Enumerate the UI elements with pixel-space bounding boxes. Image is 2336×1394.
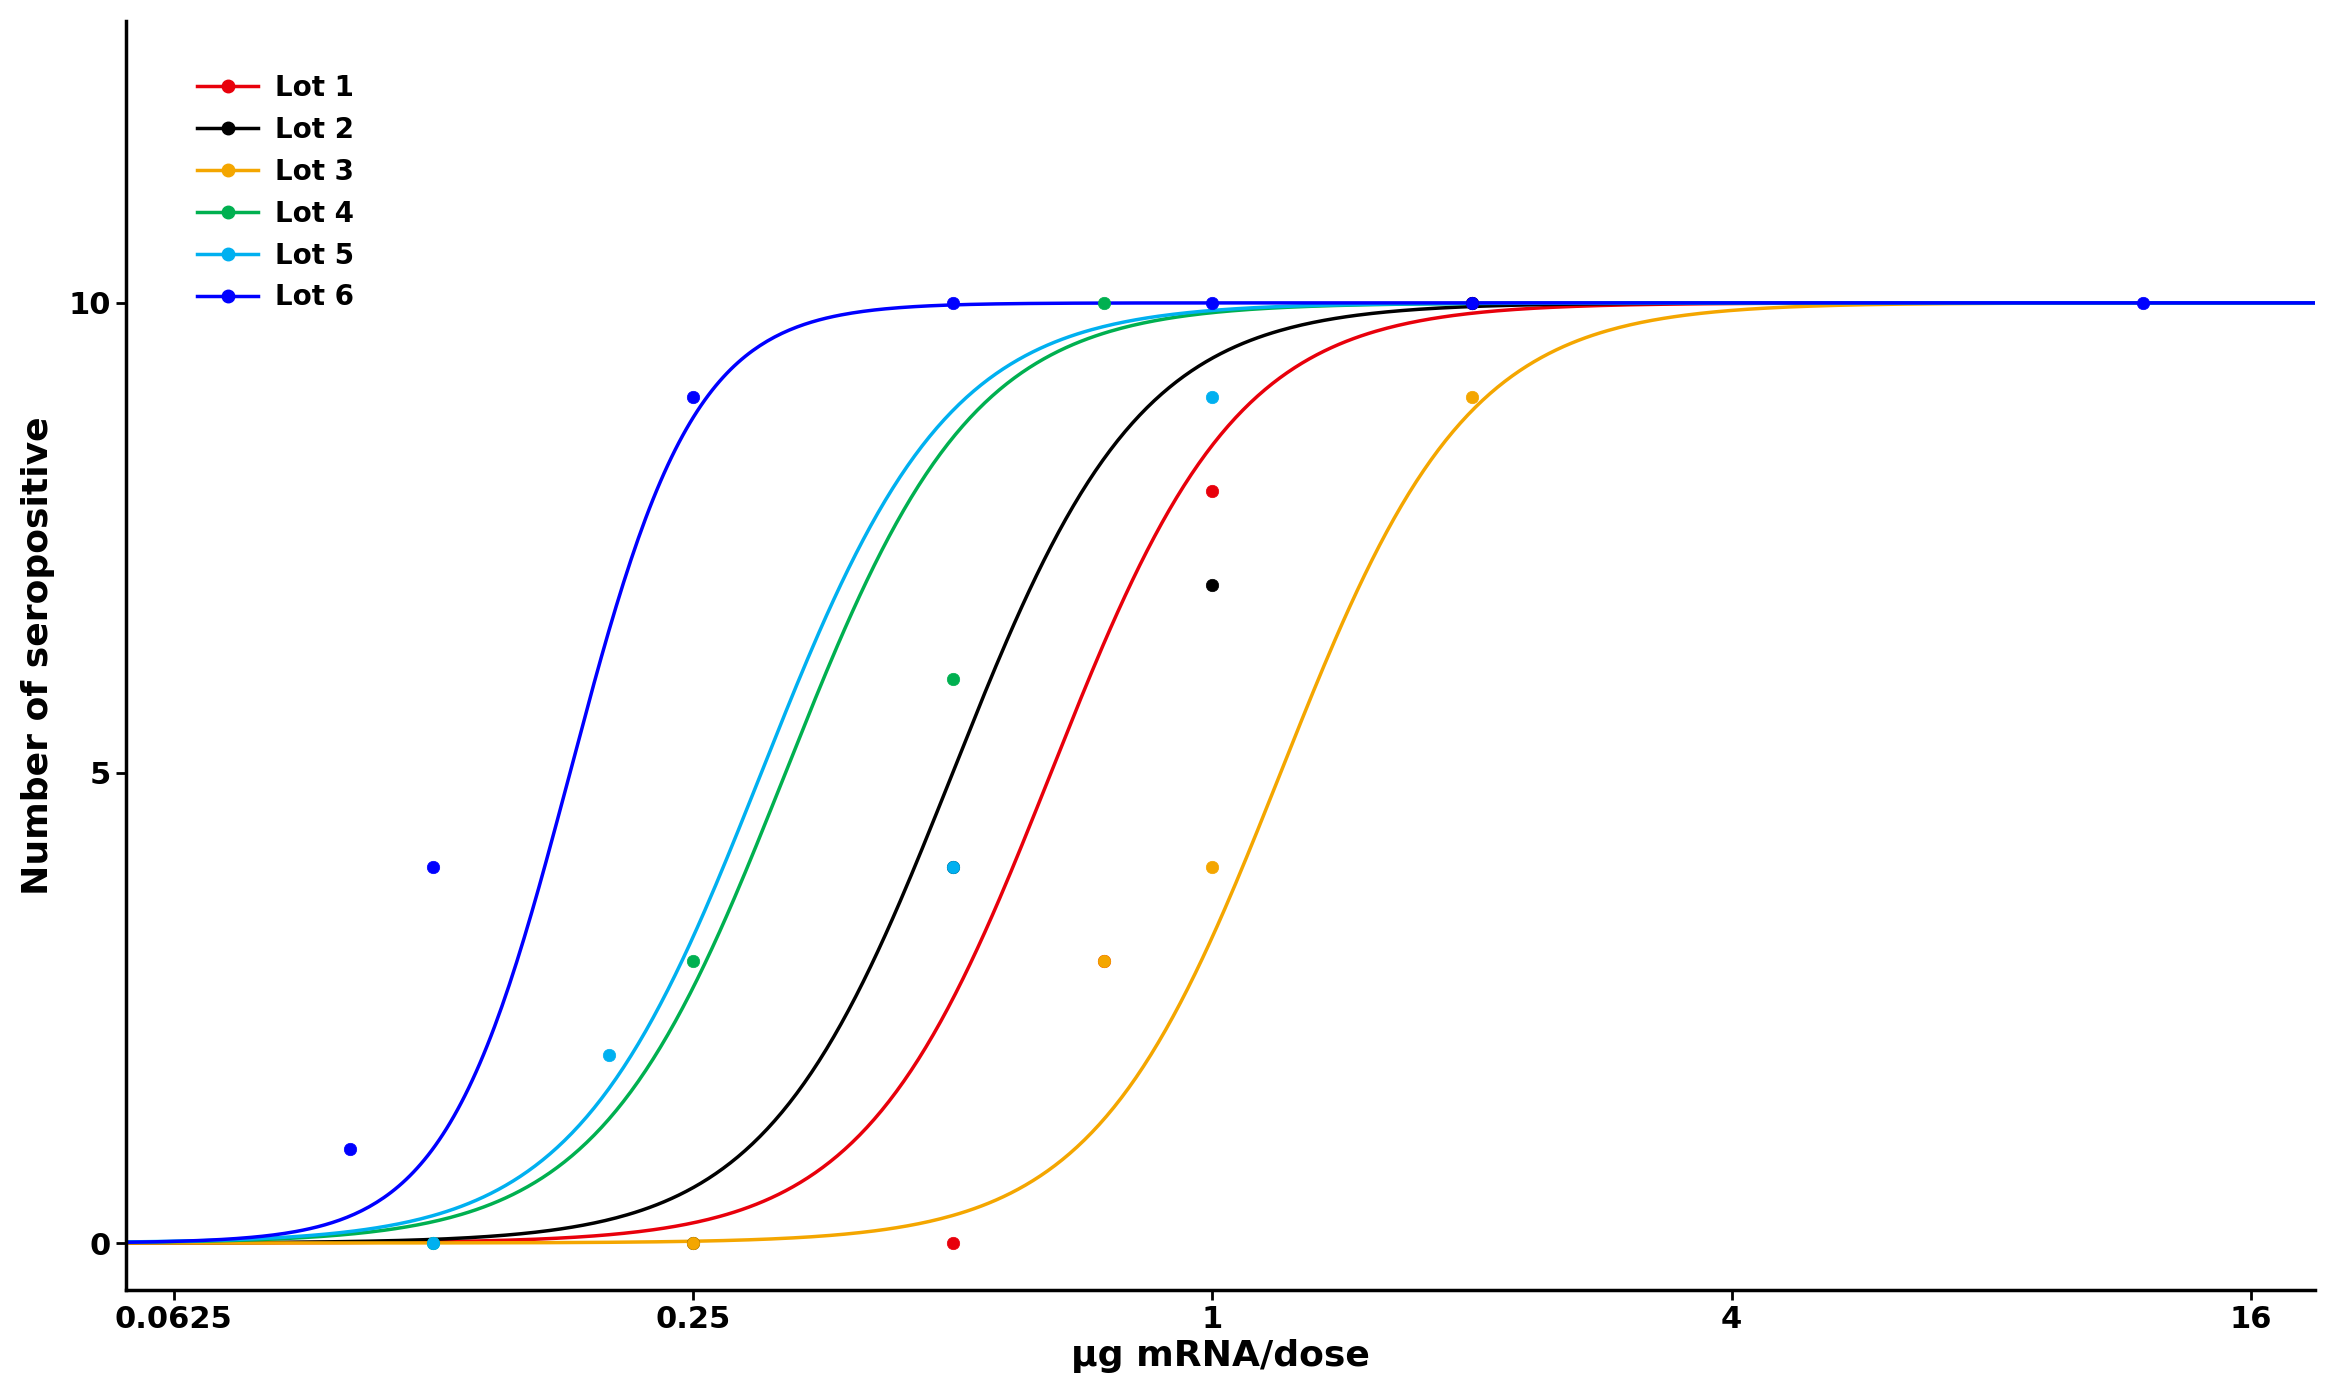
Point xyxy=(2123,291,2161,314)
Point xyxy=(413,1232,451,1255)
Point xyxy=(1453,386,1490,408)
Point xyxy=(1086,949,1124,972)
Point xyxy=(1194,574,1231,597)
Point xyxy=(1194,386,1231,408)
Point xyxy=(675,386,712,408)
Point xyxy=(1086,949,1124,972)
Point xyxy=(413,856,451,878)
Point xyxy=(934,291,972,314)
Point xyxy=(1453,291,1490,314)
Point xyxy=(332,1138,369,1160)
Point xyxy=(1453,291,1490,314)
Point xyxy=(675,949,712,972)
Point xyxy=(1086,291,1124,314)
Point xyxy=(934,856,972,878)
Point xyxy=(934,668,972,690)
Point xyxy=(934,856,972,878)
Point xyxy=(934,1232,972,1255)
Point xyxy=(1194,856,1231,878)
Point xyxy=(675,1232,712,1255)
Y-axis label: Number of seropositive: Number of seropositive xyxy=(21,417,54,895)
X-axis label: μg mRNA/dose: μg mRNA/dose xyxy=(1070,1340,1369,1373)
Point xyxy=(675,1232,712,1255)
Point xyxy=(1194,480,1231,502)
Point xyxy=(591,1044,628,1066)
Point xyxy=(1194,291,1231,314)
Legend: Lot 1, Lot 2, Lot 3, Lot 4, Lot 5, Lot 6: Lot 1, Lot 2, Lot 3, Lot 4, Lot 5, Lot 6 xyxy=(185,60,369,325)
Point xyxy=(413,1232,451,1255)
Point xyxy=(1453,291,1490,314)
